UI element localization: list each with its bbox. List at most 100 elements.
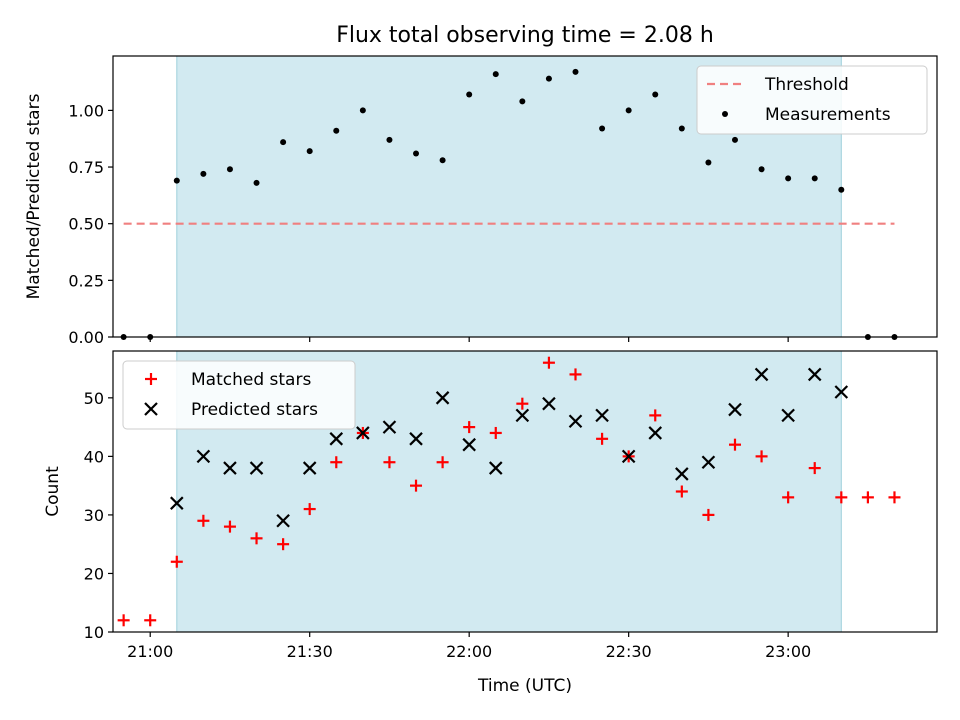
data-point — [808, 462, 821, 475]
x-tick-label: 22:30 — [606, 642, 652, 661]
data-point — [463, 421, 476, 434]
data-point — [333, 127, 340, 134]
data-point — [515, 408, 530, 423]
data-point — [330, 456, 343, 469]
data-point — [545, 75, 552, 82]
data-point — [807, 367, 822, 382]
data-point — [196, 449, 211, 464]
legend: Matched stars Predicted stars — [122, 360, 356, 430]
data-point — [436, 456, 449, 469]
data-point — [359, 107, 366, 114]
legend-box — [696, 65, 928, 135]
y-tick-label: 0.50 — [68, 215, 104, 234]
data-point — [200, 170, 207, 177]
data-point — [516, 397, 529, 410]
data-point — [144, 614, 157, 627]
data-point — [595, 408, 609, 423]
data-point — [226, 166, 233, 173]
data-point — [280, 139, 287, 146]
data-point — [888, 491, 901, 504]
data-point — [439, 157, 446, 164]
data-point — [621, 449, 636, 464]
data-point — [861, 491, 874, 504]
data-point — [811, 175, 818, 182]
data-point — [755, 450, 768, 463]
y-tick-label: 50 — [84, 389, 104, 408]
data-point — [652, 91, 659, 98]
data-point — [276, 513, 290, 528]
legend-label: Threshold — [764, 75, 849, 95]
data-point — [542, 396, 556, 411]
data-point — [648, 426, 663, 440]
legend-label: Measurements — [765, 105, 891, 125]
data-point — [302, 461, 317, 475]
data-point — [754, 367, 769, 382]
data-point — [569, 368, 582, 381]
data-point — [488, 461, 503, 475]
panel-top: 0.00 0.25 0.50 0.75 1.00 Matched/Predicted st… — [24, 55, 938, 347]
data-point — [835, 491, 848, 504]
data-point — [702, 508, 715, 521]
data-point — [519, 98, 526, 105]
data-point — [599, 125, 606, 132]
data-point — [223, 461, 237, 475]
data-point — [649, 409, 662, 422]
data-point — [785, 175, 792, 182]
y-axis-label: Matched/Predicted stars — [24, 93, 44, 299]
x-tick-label: 22:00 — [446, 642, 492, 661]
data-point — [781, 408, 795, 423]
data-point — [197, 514, 210, 527]
x-axis-label: Time (UTC) — [477, 676, 572, 696]
data-point — [223, 520, 236, 533]
panel-bottom: 10 20 30 40 50 21:00 21:30 22:00 22:30 23:00 Count… — [43, 350, 938, 696]
data-point — [383, 456, 396, 469]
legend-label: Predicted stars — [191, 400, 318, 420]
y-tick-label: 20 — [84, 564, 104, 583]
data-point — [834, 385, 849, 399]
data-point — [705, 159, 712, 166]
legend-marker-swatch — [144, 402, 158, 416]
axes-frame — [112, 350, 938, 633]
data-point — [435, 391, 450, 405]
data-point — [250, 532, 263, 545]
data-point — [678, 125, 685, 132]
data-point — [701, 455, 716, 470]
y-tick-label: 0.00 — [68, 328, 104, 347]
legend-marker-swatch — [145, 373, 157, 385]
data-point — [731, 136, 738, 143]
data-point — [758, 166, 765, 173]
y-tick-label: 0.75 — [68, 158, 104, 177]
y-tick-label: 0.25 — [68, 271, 104, 290]
data-point — [277, 538, 290, 551]
data-point — [249, 461, 264, 475]
data-point — [568, 414, 583, 429]
x-tick-label: 23:00 — [765, 642, 811, 661]
x-tick-label: 21:30 — [287, 642, 333, 661]
legend-marker-swatch — [722, 111, 728, 117]
data-point — [409, 432, 423, 446]
data-point — [728, 402, 742, 417]
data-point — [782, 491, 795, 504]
data-point — [728, 438, 741, 451]
data-point — [462, 437, 476, 452]
x-tick-label: 21:00 — [127, 642, 173, 661]
y-axis-label: Count — [43, 466, 63, 517]
data-point — [356, 426, 370, 440]
data-point — [596, 432, 609, 445]
y-tick-label: 30 — [84, 506, 104, 525]
data-point — [170, 555, 183, 568]
data-point — [572, 68, 579, 75]
data-point — [466, 91, 473, 98]
data-point — [329, 432, 344, 446]
legend-box — [122, 360, 356, 430]
legend-label: Matched stars — [191, 370, 311, 390]
data-point — [542, 356, 555, 369]
axes-frame — [112, 55, 938, 338]
data-point — [386, 136, 393, 143]
data-point — [410, 479, 423, 492]
data-point — [413, 150, 420, 157]
data-point — [117, 614, 130, 627]
data-point — [489, 426, 502, 439]
data-point — [170, 496, 184, 510]
